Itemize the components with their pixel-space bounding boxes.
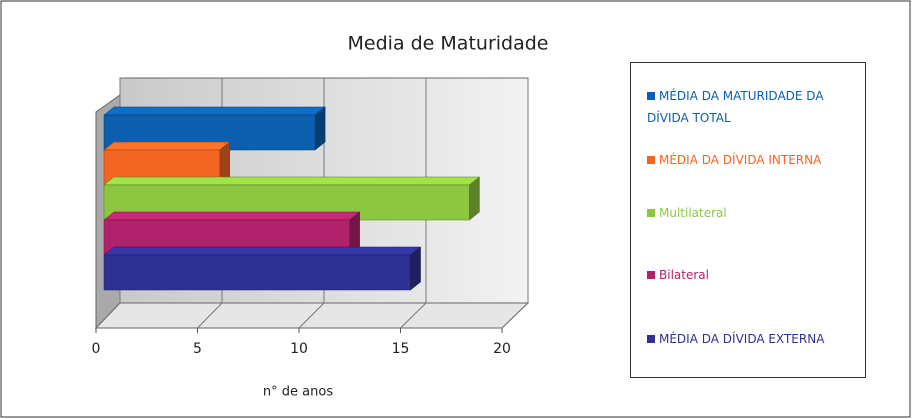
legend-swatch	[647, 271, 655, 279]
x-axis-label: n° de anos	[263, 385, 333, 400]
legend-item: MÉDIA DA DÍVIDA INTERNA	[647, 149, 857, 171]
legend: MÉDIA DA MATURIDADE DA DÍVIDA TOTAL MÉDIA…	[630, 62, 866, 378]
legend-label: MÉDIA DA DÍVIDA INTERNA	[659, 153, 822, 167]
floor-grid-line	[95, 302, 121, 329]
chart-title: Media de Maturidade	[348, 33, 549, 55]
legend-swatch	[647, 209, 655, 217]
bar	[103, 254, 411, 291]
bar-top	[103, 246, 422, 256]
bar-top	[103, 211, 361, 221]
legend-item: MÉDIA DA MATURIDADE DA DÍVIDA TOTAL	[647, 85, 857, 129]
legend-label: Multilateral	[659, 206, 727, 220]
legend-swatch	[647, 335, 655, 343]
bar-top	[103, 106, 326, 116]
legend-item: Multilateral	[647, 202, 857, 224]
floor-grid-line	[298, 302, 325, 329]
bar-top	[103, 141, 231, 151]
x-tick-label: 15	[392, 341, 410, 357]
floor-grid-line	[197, 302, 223, 329]
x-tick-label: 0	[92, 341, 101, 357]
floor-grid-line	[400, 302, 427, 329]
floor-grid-line	[501, 302, 529, 329]
legend-label: MÉDIA DA MATURIDADE DA DÍVIDA TOTAL	[647, 89, 824, 125]
legend-label: MÉDIA DA DÍVIDA EXTERNA	[659, 332, 825, 346]
x-tick-label: 10	[290, 341, 308, 357]
legend-label: Bilateral	[659, 268, 709, 282]
legend-item: Bilateral	[647, 264, 857, 286]
x-tick-label: 20	[493, 341, 511, 357]
bar-top	[103, 176, 481, 186]
x-tick-label: 5	[193, 341, 202, 357]
legend-item: MÉDIA DA DÍVIDA EXTERNA	[647, 328, 857, 350]
legend-swatch	[647, 92, 655, 100]
legend-swatch	[647, 156, 655, 164]
